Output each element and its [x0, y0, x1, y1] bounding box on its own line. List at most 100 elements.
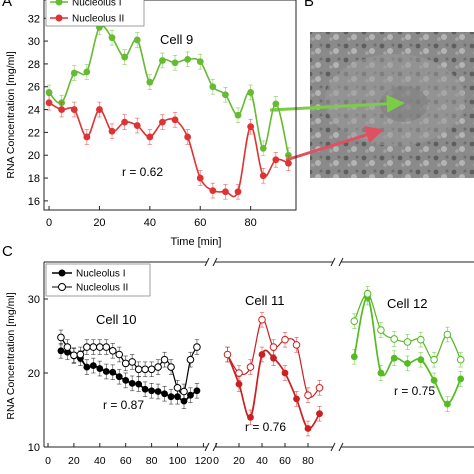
cell-10-nucleolus-2-point [193, 343, 201, 351]
cell-10-nucleolus-1-point [180, 397, 188, 405]
nucleolus-1-point [247, 89, 255, 96]
cell-10-nucleolus-2-point [115, 350, 124, 359]
cell-10-nucleolus-2-point [70, 351, 78, 360]
cell-11-nucleolus-1-point [258, 351, 266, 358]
cell-12-nucleolus-2-point [377, 326, 385, 334]
nucleolus-1-point [159, 57, 166, 64]
cell-10-nucleolus-2-point [160, 355, 169, 364]
nucleolus-2-point [234, 188, 242, 196]
cell-10-nucleolus-1-point [96, 365, 104, 372]
x-tick-label: 40 [94, 455, 106, 467]
y-tick-label: 10 [28, 442, 40, 454]
cell-11-nucleolus-2-point [235, 369, 243, 377]
cell-10-nucleolus-1-point [83, 363, 91, 371]
nucleolus-1-point [272, 100, 280, 108]
cell-10-nucleolus-1-point [161, 390, 168, 398]
nucleolus-1-point [45, 89, 53, 96]
nucleolus-2-point [222, 188, 229, 196]
cell-12-nucleolus-1-point [350, 353, 358, 361]
nucleolus-1-point [146, 78, 154, 86]
legend: Nucleolus I Nucleolus II [45, 0, 145, 27]
plot-frame [43, 0, 297, 211]
nucleolus-2-point [146, 133, 154, 141]
cell-11-nucleolus-1-point [235, 380, 243, 388]
cell-12-nucleolus-1-point [390, 354, 398, 362]
cell-11-correlation: r = 0.76 [245, 420, 286, 434]
x-tick-label: 0 [45, 455, 51, 467]
cell-11-nucleolus-2-point [258, 315, 266, 324]
x-tick-label: 20 [233, 455, 245, 467]
cell-10-nucleolus-2-point [141, 365, 149, 374]
cell-11-nucleolus-1-point [247, 414, 254, 421]
cell-10-nucleolus-1-point [128, 379, 136, 387]
cell-10-nucleolus-2-point [154, 363, 162, 371]
nucleolus-2-point [196, 174, 204, 182]
cell-10-nucleolus-2-point [102, 343, 111, 351]
nucleolus-1-point [184, 55, 192, 63]
cell-11-nucleolus-1-point [316, 410, 323, 418]
panel-label-b: B [304, 0, 314, 10]
nucleolus-1-point [70, 69, 78, 77]
y-tick-label: 30 [28, 294, 40, 306]
cell-12-nucleolus-2-point [443, 330, 452, 339]
y-tick-label: 16 [28, 196, 40, 208]
cell-10-nucleolus-1-point [193, 387, 201, 395]
cell-10-nucleolus-2-point [76, 350, 85, 359]
nucleolus-2-point [259, 172, 267, 180]
cell-10-nucleolus-2-point [121, 359, 130, 368]
nucleolus-1-arrow [269, 94, 405, 113]
cell-12-nucleolus-1-point [430, 377, 438, 384]
cell-10-nucleolus-1-point [135, 380, 143, 388]
cell-10-nucleolus-2-point [173, 384, 182, 392]
legend-label-nucleolus-2: Nucleolus II [76, 283, 128, 294]
y-tick-label: 20 [28, 150, 40, 162]
axis-ticks: 0 20 40 60 80 16 18 20 22 24 26 28 30 32 [28, 13, 257, 229]
cell-12-nucleolus-2-point [350, 317, 359, 326]
cell-10-nucleolus-1-point [122, 377, 130, 384]
cell-12-correlation: r = 0.75 [394, 384, 435, 398]
nucleolus-2-point [58, 106, 66, 113]
y-tick-label: 32 [28, 13, 40, 25]
cell-10-nucleolus-2-point [63, 343, 72, 351]
cell-12-title: Cell 12 [387, 296, 427, 311]
nucleolus-1-point [133, 36, 141, 44]
nucleolus-2-point [108, 127, 116, 135]
panel-label-a: A [2, 0, 12, 10]
cell-10-nucleolus-1-point [89, 362, 97, 369]
x-tick-label: 120 [195, 455, 213, 467]
cell-12-nucleolus-1-point [377, 369, 385, 377]
cell-10-nucleolus-1-point [109, 368, 117, 376]
x-tick-label: 60 [194, 217, 206, 229]
nucleolus-2-point [272, 156, 280, 164]
nucleolus-2-point [247, 123, 255, 131]
cell-10-nucleolus-2-point [57, 333, 65, 342]
cell-10-title: Cell 10 [96, 312, 136, 327]
cell-12-nucleolus-1-point [444, 400, 451, 408]
x-axis-label: Time [min] [171, 236, 222, 248]
cell-11-nucleolus-1-point [281, 369, 289, 377]
cell-11-nucleolus-2-point [246, 363, 255, 371]
cell-10-nucleolus-2-point [96, 343, 104, 351]
y-tick-label: 18 [28, 173, 40, 185]
y-tick-label: 22 [28, 127, 40, 139]
nucleolus-2-arrow [285, 126, 384, 162]
x-tick-label: 0 [213, 455, 219, 467]
nucleolus-1-point [121, 53, 129, 61]
cell-10-correlation: r = 0.87 [103, 398, 144, 412]
x-tick-label: 20 [68, 455, 80, 467]
cell-10-nucleolus-2-point [186, 355, 195, 364]
cell-10-nucleolus-2-point [89, 343, 98, 351]
correlation-annotation: r = 0.62 [122, 165, 163, 179]
nucleolus-2-point [171, 116, 179, 124]
nucleolus-1-point [83, 68, 91, 76]
x-tick-label: 80 [146, 455, 158, 467]
cell-10-nucleolus-1-point [141, 385, 149, 393]
nucleolus-1-point [196, 58, 204, 66]
nucleolus-2-line [48, 102, 289, 198]
cell-11-nucleolus-2-point [281, 335, 289, 344]
x-tick-label: 20 [93, 217, 105, 229]
y-tick-label: 28 [28, 59, 40, 71]
cell-10-nucleolus-2-point [108, 347, 117, 355]
x-tick-label: 80 [302, 455, 314, 467]
